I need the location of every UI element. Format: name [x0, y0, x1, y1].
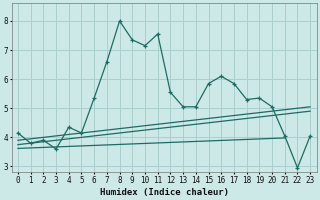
X-axis label: Humidex (Indice chaleur): Humidex (Indice chaleur)	[100, 188, 228, 197]
